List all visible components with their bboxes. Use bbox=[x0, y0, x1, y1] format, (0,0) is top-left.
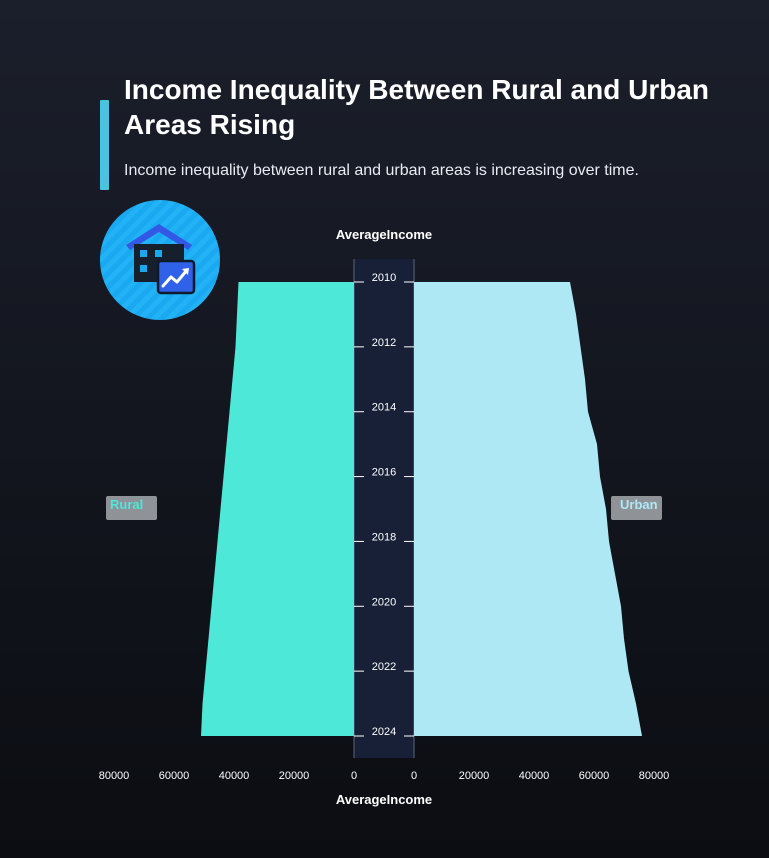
year-tick-label: 2012 bbox=[372, 337, 396, 349]
year-tick-label: 2024 bbox=[372, 726, 396, 738]
urban-income-tick-label: 20000 bbox=[459, 770, 490, 782]
title-accent-bar bbox=[100, 100, 109, 190]
urban-income-tick-label: 60000 bbox=[579, 770, 610, 782]
rural-area bbox=[201, 282, 354, 736]
urban-income-tick-label: 80000 bbox=[639, 770, 670, 782]
year-band bbox=[354, 259, 414, 758]
page-subtitle: Income inequality between rural and urba… bbox=[124, 162, 639, 179]
rural-income-tick-label: 60000 bbox=[159, 770, 190, 782]
year-tick-label: 2020 bbox=[372, 596, 396, 608]
year-tick-label: 2010 bbox=[372, 272, 396, 284]
bottom-axis-title: AverageIncome bbox=[336, 792, 432, 807]
urban-label-box bbox=[611, 496, 662, 520]
top-axis-title: AverageIncome bbox=[336, 227, 432, 242]
house-growth-icon bbox=[100, 200, 220, 320]
year-tick-label: 2014 bbox=[372, 402, 396, 414]
rural-income-tick-label: 20000 bbox=[279, 770, 310, 782]
urban-area bbox=[414, 282, 642, 736]
page-title: Income Inequality Between Rural and Urba… bbox=[124, 74, 710, 140]
rural-income-tick-label: 0 bbox=[351, 770, 357, 782]
rural-label: Rural bbox=[110, 497, 143, 512]
urban-label: Urban bbox=[620, 497, 658, 512]
rural-income-tick-label: 80000 bbox=[99, 770, 130, 782]
rural-income-tick-label: 40000 bbox=[219, 770, 250, 782]
year-tick-label: 2018 bbox=[372, 531, 396, 543]
urban-income-tick-label: 40000 bbox=[519, 770, 550, 782]
urban-income-tick-label: 0 bbox=[411, 770, 417, 782]
rural-label-box bbox=[106, 496, 157, 520]
year-tick-label: 2022 bbox=[372, 661, 396, 673]
year-tick-label: 2016 bbox=[372, 467, 396, 479]
